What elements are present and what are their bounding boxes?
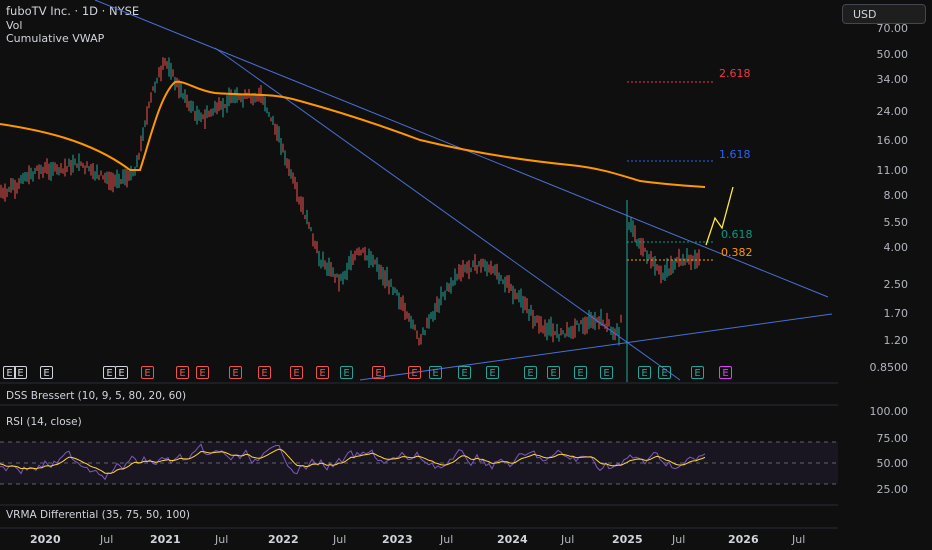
time-axis-tick: Jul: [333, 533, 347, 546]
price-axis-tick: 34.00: [876, 73, 909, 86]
earnings-badge-icon[interactable]: E: [141, 366, 154, 379]
time-axis-tick: 2025: [612, 533, 643, 546]
earnings-badge-icon[interactable]: E: [14, 366, 27, 379]
earnings-badge-icon[interactable]: E: [316, 366, 329, 379]
trendline-steep: [214, 47, 681, 381]
earnings-badge-icon[interactable]: E: [372, 366, 385, 379]
rsi-axis-tick: 100.00: [869, 405, 909, 418]
vwap-indicator-label[interactable]: Cumulative VWAP: [6, 32, 105, 45]
fib-label-0382: 0.382: [721, 246, 753, 259]
time-axis-tick: Jul: [100, 533, 114, 546]
projection-path: [705, 186, 734, 246]
earnings-badge-icon[interactable]: E: [229, 366, 242, 379]
earnings-badge-icon[interactable]: E: [574, 366, 587, 379]
trendline-support: [359, 313, 833, 381]
earnings-badge-icon[interactable]: E: [176, 366, 189, 379]
price-axis-tick: 1.20: [883, 334, 909, 347]
price-axis-tick: 16.00: [876, 134, 909, 147]
rsi-axis-tick: 50.00: [876, 457, 909, 470]
price-axis-tick: 24.00: [876, 105, 909, 118]
time-axis-tick: 2022: [268, 533, 299, 546]
earnings-badge-icon[interactable]: E: [600, 366, 613, 379]
time-axis-tick: Jul: [561, 533, 575, 546]
earnings-badge-icon[interactable]: E: [196, 366, 209, 379]
vwap-line: [0, 80, 706, 188]
price-axis-tick: 11.00: [876, 164, 909, 177]
earnings-badge-icon[interactable]: E: [719, 366, 732, 379]
time-axis-tick: Jul: [792, 533, 806, 546]
price-axis-tick: 0.8500: [869, 361, 909, 374]
time-axis-tick: 2023: [382, 533, 413, 546]
time-axis-tick: 2021: [150, 533, 181, 546]
fib-label-0618: 0.618: [721, 228, 753, 241]
rsi-indicator-label[interactable]: RSI (14, close): [6, 416, 82, 428]
price-axis-tick: 4.00: [883, 241, 909, 254]
earnings-badge-icon[interactable]: E: [290, 366, 303, 379]
earnings-badge-icon[interactable]: E: [40, 366, 53, 379]
earnings-badge-icon[interactable]: E: [408, 366, 421, 379]
fib-label-2618: 2.618: [719, 67, 751, 80]
earnings-badge-icon[interactable]: E: [258, 366, 271, 379]
earnings-badge-icon[interactable]: E: [115, 366, 128, 379]
time-axis-tick: Jul: [215, 533, 229, 546]
price-axis-tick: 5.50: [883, 216, 909, 229]
earnings-badge-icon[interactable]: E: [691, 366, 704, 379]
vrma-indicator-label[interactable]: VRMA Differential (35, 75, 50, 100): [6, 509, 191, 521]
earnings-badge-icon[interactable]: E: [429, 366, 442, 379]
earnings-badge-icon[interactable]: E: [3, 366, 16, 379]
chart-title: fuboTV Inc. · 1D · NYSE: [6, 4, 140, 18]
time-axis-tick: 2020: [30, 533, 61, 546]
time-axis-tick: 2026: [728, 533, 759, 546]
time-axis-tick: 2024: [497, 533, 528, 546]
price-axis-tick: 2.50: [883, 278, 909, 291]
rsi-ma-line: [0, 448, 706, 474]
volume-indicator-label[interactable]: Vol: [6, 19, 23, 32]
fib-label-1618: 1.618: [719, 148, 751, 161]
earnings-badge-icon[interactable]: E: [658, 366, 671, 379]
rsi-axis-tick: 25.00: [876, 483, 909, 496]
rsi-axis-tick: 75.00: [876, 432, 909, 445]
price-axis-tick: 50.00: [876, 48, 909, 61]
earnings-badge-icon[interactable]: E: [547, 366, 560, 379]
price-axis-tick: 8.00: [883, 189, 909, 202]
earnings-badge-icon[interactable]: E: [486, 366, 499, 379]
price-axis-tick: 70.00: [876, 22, 909, 35]
price-axis-tick: 1.70: [883, 307, 909, 320]
earnings-badge-icon[interactable]: E: [458, 366, 471, 379]
earnings-badge-icon[interactable]: E: [524, 366, 537, 379]
dss-indicator-label[interactable]: DSS Bressert (10, 9, 5, 80, 20, 60): [6, 390, 187, 402]
earnings-badge-icon[interactable]: E: [340, 366, 353, 379]
candlestick-series: [0, 57, 700, 346]
time-axis-tick: Jul: [440, 533, 454, 546]
currency-button[interactable]: USD: [842, 4, 926, 24]
time-axis-tick: Jul: [672, 533, 686, 546]
earnings-badge-icon[interactable]: E: [638, 366, 651, 379]
